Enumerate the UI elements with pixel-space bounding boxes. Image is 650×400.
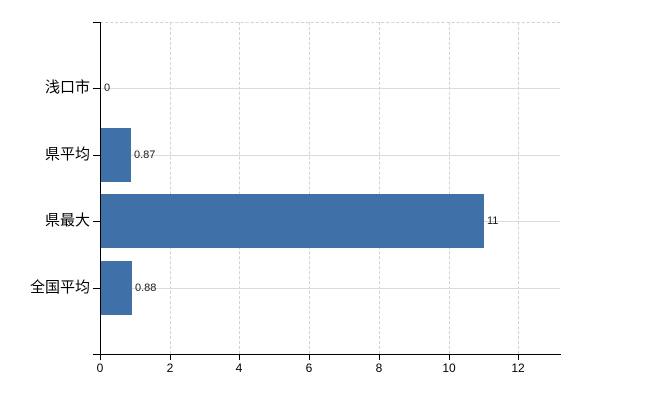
horizontal-gridline — [100, 288, 560, 289]
category-label: 県最大 — [44, 212, 90, 229]
value-label: 0 — [104, 82, 111, 94]
y-axis-tick — [93, 221, 100, 222]
vertical-gridline — [379, 22, 380, 354]
x-axis-tick — [518, 355, 519, 360]
vertical-gridline — [518, 22, 519, 354]
value-label: 0.87 — [134, 149, 156, 161]
x-axis-tick — [309, 355, 310, 360]
x-axis-tick — [379, 355, 380, 360]
horizontal-gridline — [100, 155, 560, 156]
x-axis-tick-label: 8 — [375, 361, 383, 375]
horizontal-gridline — [100, 88, 560, 89]
vertical-gridline — [239, 22, 240, 354]
vertical-gridline — [309, 22, 310, 354]
x-axis-tick — [449, 355, 450, 360]
vertical-gridline — [449, 22, 450, 354]
category-label: 浅口市 — [44, 79, 90, 96]
vertical-gridline — [170, 22, 171, 354]
y-axis-tick — [93, 22, 100, 23]
x-axis-tick-label: 0 — [96, 361, 104, 375]
x-axis-tick-label: 6 — [305, 361, 313, 375]
x-axis-tick-label: 12 — [511, 361, 525, 375]
y-axis-line — [100, 22, 101, 355]
plot-area-top-border — [100, 22, 560, 23]
y-axis-tick — [93, 155, 100, 156]
chart-bar — [101, 128, 131, 182]
x-axis-tick — [100, 355, 101, 360]
category-label: 全国平均 — [29, 279, 90, 296]
chart-bar — [101, 261, 132, 315]
x-axis-tick-label: 10 — [442, 361, 456, 375]
y-axis-tick — [93, 88, 100, 89]
y-axis-tick — [93, 288, 100, 289]
x-axis-tick — [239, 355, 240, 360]
x-axis-tick-label: 4 — [235, 361, 243, 375]
x-axis-tick — [170, 355, 171, 360]
x-axis-line — [100, 354, 561, 355]
category-label: 県平均 — [44, 146, 90, 163]
value-label: 0.88 — [135, 282, 157, 294]
y-axis-tick — [93, 354, 100, 355]
x-axis-tick-label: 2 — [166, 361, 174, 375]
value-label: 11 — [487, 215, 499, 227]
chart-bar — [101, 194, 484, 248]
